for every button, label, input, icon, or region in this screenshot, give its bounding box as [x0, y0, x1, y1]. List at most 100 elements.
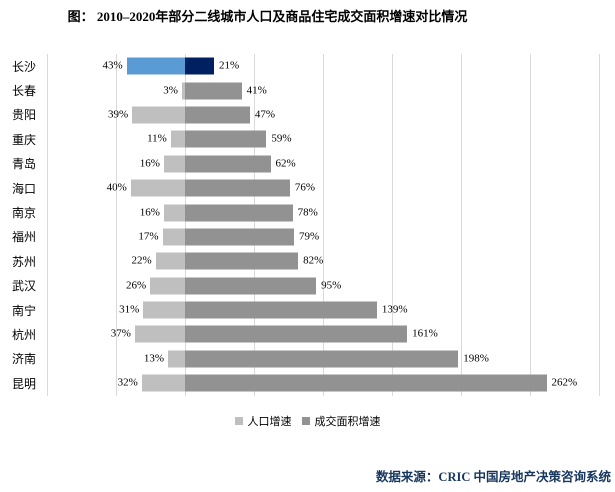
gridline: [599, 54, 600, 396]
population-growth-bar: [150, 277, 186, 295]
transaction-area-growth-value: 161%: [412, 327, 438, 340]
population-growth-bar: [141, 374, 186, 392]
city-label: 武汉: [12, 279, 37, 294]
city-label: 济南: [12, 352, 37, 367]
row-plot-area: 3% 41%: [47, 78, 600, 102]
transaction-area-growth-bar: [185, 204, 293, 222]
chart-row: 昆明 32% 262%: [0, 371, 615, 395]
legend-item-population-growth: 人口增速: [234, 413, 292, 429]
population-growth-value: 40%: [106, 181, 127, 194]
row-plot-area: 37% 161%: [47, 322, 600, 346]
population-growth-value: 37%: [110, 327, 131, 340]
row-plot-area: 32% 262%: [47, 371, 600, 395]
data-source: 数据来源：CRIC 中国房地产决策咨询系统: [375, 470, 611, 484]
transaction-area-growth-bar: [185, 82, 242, 100]
chart-row: 武汉 26% 95%: [0, 274, 615, 298]
population-growth-value: 32%: [117, 376, 138, 389]
population-growth-bar: [162, 228, 186, 246]
transaction-area-growth-value: 41%: [246, 84, 267, 97]
transaction-area-growth-bar: [185, 277, 317, 295]
transaction-area-growth-value: 95%: [321, 279, 342, 292]
transaction-area-growth-value: 62%: [275, 157, 296, 170]
chart-row: 重庆 11% 59%: [0, 127, 615, 151]
city-label: 南京: [12, 206, 37, 221]
population-growth-value: 16%: [139, 206, 160, 219]
transaction-area-growth-value: 139%: [381, 303, 408, 316]
row-plot-area: 16% 78%: [47, 200, 600, 224]
gridline: [392, 54, 393, 396]
chart-row: 海口 40% 76%: [0, 176, 615, 200]
transaction-area-growth-value: 76%: [294, 181, 316, 194]
population-growth-bar: [132, 106, 186, 124]
city-label: 长春: [12, 84, 37, 99]
chart-row: 济南 13% 198%: [0, 347, 615, 371]
gridline: [47, 54, 48, 396]
chart-row: 南京 16% 78%: [0, 200, 615, 224]
city-label: 苏州: [12, 254, 37, 269]
city-label: 杭州: [12, 327, 37, 342]
chart-row: 青岛 16% 62%: [0, 152, 615, 176]
population-growth-value: 31%: [119, 303, 140, 316]
transaction-area-growth-value: 59%: [271, 132, 292, 145]
city-label: 长沙: [12, 59, 37, 74]
transaction-area-growth-bar: [185, 350, 459, 368]
transaction-area-growth-value: 79%: [299, 230, 320, 243]
chart-row: 长春 3% 41%: [0, 78, 615, 102]
population-growth-value: 16%: [139, 157, 160, 170]
gridline: [323, 54, 324, 396]
population-growth-bar: [130, 179, 186, 197]
legend-label: 人口增速: [247, 416, 292, 428]
legend-swatch: [301, 417, 310, 425]
transaction-area-growth-bar: [185, 130, 267, 148]
chart-row: 福州 17% 79%: [0, 225, 615, 249]
chart-row: 贵阳 39% 47%: [0, 103, 615, 127]
transaction-area-growth-value: 47%: [254, 108, 276, 121]
chart-title: 图： 2010–2020年部分二线城市人口及商品住宅成交面积增速对比情况: [67, 9, 468, 24]
transaction-area-growth-bar: [185, 179, 290, 197]
city-label: 重庆: [12, 132, 37, 147]
row-plot-area: 11% 59%: [47, 127, 600, 151]
city-label: 昆明: [12, 376, 37, 391]
population-growth-bar: [126, 57, 186, 75]
transaction-area-growth-bar: [185, 325, 408, 343]
legend-swatch: [234, 417, 243, 425]
legend-label: 成交面积增速: [314, 416, 381, 428]
population-growth-bar: [163, 155, 186, 173]
row-plot-area: 31% 139%: [47, 298, 600, 322]
city-label: 青岛: [12, 157, 37, 172]
transaction-area-growth-bar: [185, 252, 299, 270]
population-growth-bar: [143, 301, 186, 319]
population-growth-value: 11%: [147, 132, 167, 145]
chart-row: 长沙 43% 21%: [0, 54, 615, 78]
population-growth-bar: [155, 252, 186, 270]
row-plot-area: 40% 76%: [47, 176, 600, 200]
gridlines: [47, 54, 600, 396]
transaction-area-growth-bar: [185, 374, 547, 392]
transaction-area-growth-bar: [185, 106, 250, 124]
chart-legend: 人口增速 成交面积增速: [0, 413, 615, 429]
transaction-area-growth-bar: [185, 228, 295, 246]
transaction-area-growth-bar: [185, 57, 214, 75]
row-plot-area: 22% 82%: [47, 249, 600, 273]
row-plot-area: 26% 95%: [47, 274, 600, 298]
transaction-area-growth-bar: [185, 155, 271, 173]
row-plot-area: 16% 62%: [47, 152, 600, 176]
population-growth-bar: [134, 325, 186, 343]
row-plot-area: 13% 198%: [47, 347, 600, 371]
tornado-bar-chart: 长沙 43% 21% 长春 3% 41% 贵阳 39% 47% 重庆 11% 59% 青岛 16% 62% 海…: [0, 54, 615, 396]
population-growth-bar: [181, 82, 186, 100]
gridline: [116, 54, 117, 396]
city-label: 福州: [12, 230, 37, 245]
population-growth-bar: [163, 204, 186, 222]
population-growth-value: 17%: [138, 230, 159, 243]
population-growth-value: 13%: [143, 352, 165, 365]
chart-row: 南宁 31% 139%: [0, 298, 615, 322]
transaction-area-growth-value: 198%: [463, 352, 489, 365]
row-plot-area: 43% 21%: [47, 54, 600, 78]
population-growth-value: 39%: [108, 108, 129, 121]
gridline: [254, 54, 255, 396]
chart-rows: 长沙 43% 21% 长春 3% 41% 贵阳 39% 47% 重庆 11% 59% 青岛 16% 62% 海…: [0, 54, 615, 395]
city-label: 南宁: [12, 303, 37, 318]
transaction-area-growth-bar: [185, 301, 377, 319]
chart-row: 苏州 22% 82%: [0, 249, 615, 273]
